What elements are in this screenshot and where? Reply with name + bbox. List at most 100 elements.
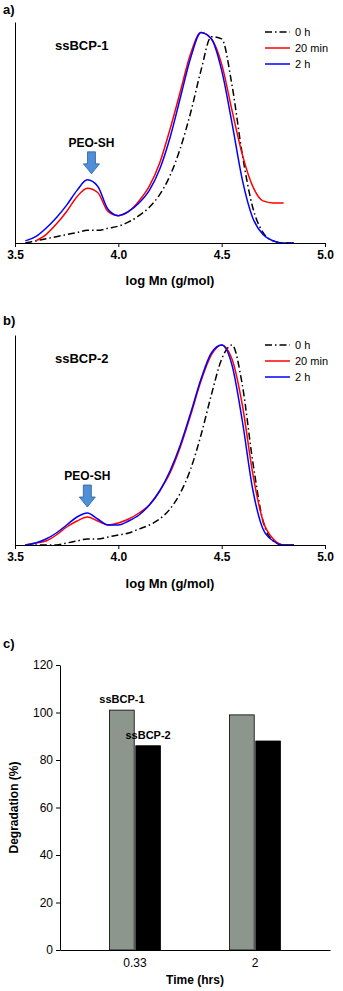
y-tick: 80 bbox=[40, 753, 60, 767]
y-tick-label: 80 bbox=[40, 753, 54, 767]
series-line bbox=[36, 33, 284, 241]
y-axis-line bbox=[60, 666, 61, 951]
legend-swatch bbox=[265, 47, 290, 49]
x-tick-label: 4.0 bbox=[110, 550, 127, 564]
legend-label: 20 min bbox=[295, 42, 328, 54]
annotation: PEO-SH bbox=[64, 469, 110, 507]
x-tick-mark bbox=[222, 243, 223, 247]
y-tick: 60 bbox=[40, 801, 60, 815]
y-tick-label: 40 bbox=[40, 848, 54, 862]
y-tick: 120 bbox=[33, 658, 60, 672]
chart-title: ssBCP-1 bbox=[55, 38, 108, 53]
x-tick-label: 5.0 bbox=[317, 550, 334, 564]
y-axis bbox=[15, 336, 16, 546]
y-axis-line bbox=[15, 23, 16, 244]
annotation-arrow bbox=[83, 152, 99, 174]
x-tick-mark bbox=[325, 243, 326, 247]
y-tick-mark bbox=[56, 665, 60, 666]
x-tick-label: 3.5 bbox=[7, 248, 24, 262]
plot-area bbox=[25, 345, 294, 545]
x-tick-mark bbox=[222, 545, 223, 549]
y-tick: 40 bbox=[40, 848, 60, 862]
series-line bbox=[25, 345, 294, 545]
legend-label: 2 h bbox=[295, 371, 310, 383]
bar bbox=[136, 746, 161, 950]
x-axis-title: log Mn (g/mol) bbox=[126, 576, 215, 591]
x-tick: 4.0 bbox=[110, 545, 127, 564]
y-axis: 0 20 40 60 80 100 120 bbox=[33, 658, 61, 957]
legend-swatch bbox=[265, 376, 290, 378]
bar bbox=[110, 710, 135, 950]
x-tick-label: 3.5 bbox=[7, 550, 24, 564]
y-tick-mark bbox=[56, 855, 60, 856]
x-tick-mark bbox=[118, 243, 119, 247]
y-tick-label: 120 bbox=[33, 658, 53, 672]
annotation-arrow bbox=[79, 485, 95, 507]
x-tick: 0.33 bbox=[123, 950, 147, 970]
x-axis-line bbox=[16, 244, 326, 248]
y-tick-label: 100 bbox=[33, 706, 53, 720]
legend-swatch bbox=[265, 360, 290, 362]
series-line bbox=[25, 345, 294, 545]
x-axis-title: Time (hrs) bbox=[166, 973, 224, 987]
x-tick-label: 4.5 bbox=[214, 248, 231, 262]
series-label: ssBCP-2 bbox=[125, 729, 170, 741]
y-tick-label: 20 bbox=[40, 896, 54, 910]
x-axis: 3.5 4.0 4.5 5.0 bbox=[7, 243, 334, 262]
panel-label: b) bbox=[3, 313, 15, 328]
series-line bbox=[25, 33, 294, 243]
y-tick: 100 bbox=[33, 706, 60, 720]
legend-label: 0 h bbox=[295, 339, 310, 351]
legend-label: 20 min bbox=[295, 355, 328, 367]
legend-swatch bbox=[265, 344, 290, 346]
x-axis: 3.5 4.0 4.5 5.0 bbox=[7, 545, 334, 564]
y-tick-mark bbox=[56, 808, 60, 809]
series-label: ssBCP-1 bbox=[99, 693, 144, 705]
legend-swatch bbox=[265, 31, 290, 33]
y-axis-title: Degradation (%) bbox=[7, 761, 21, 853]
y-tick-mark bbox=[56, 760, 60, 761]
x-tick-label: 4.5 bbox=[214, 550, 231, 564]
x-tick: 3.5 bbox=[7, 243, 24, 262]
plot-area bbox=[110, 710, 281, 950]
y-axis-line bbox=[15, 336, 16, 546]
y-tick-label: 0 bbox=[46, 943, 53, 957]
legend-label: 0 h bbox=[295, 26, 310, 38]
y-tick: 0 bbox=[46, 943, 60, 957]
x-tick: 4.5 bbox=[214, 243, 231, 262]
x-tick: 2 bbox=[252, 950, 259, 970]
x-tick-label: 0.33 bbox=[123, 956, 147, 970]
legend: 0 h 20 min 2 h bbox=[265, 339, 328, 383]
legend: 0 h 20 min 2 h bbox=[265, 26, 328, 70]
x-tick-mark bbox=[15, 243, 16, 247]
bar bbox=[256, 741, 281, 950]
panel-label: c) bbox=[3, 636, 15, 651]
x-tick-label: 2 bbox=[252, 956, 259, 970]
x-tick: 3.5 bbox=[7, 545, 24, 564]
y-tick-mark bbox=[56, 950, 60, 951]
x-axis-title: log Mn (g/mol) bbox=[126, 273, 215, 288]
x-tick-label: 4.0 bbox=[110, 248, 127, 262]
x-tick: 4.0 bbox=[110, 243, 127, 262]
legend-label: 2 h bbox=[295, 58, 310, 70]
x-axis-line bbox=[16, 546, 326, 550]
x-tick-label: 5.0 bbox=[317, 248, 334, 262]
chart-title: ssBCP-2 bbox=[55, 351, 108, 366]
y-tick-mark bbox=[56, 903, 60, 904]
y-axis bbox=[15, 23, 16, 244]
annotation-text: PEO-SH bbox=[64, 469, 110, 483]
x-tick: 4.5 bbox=[214, 545, 231, 564]
series-line bbox=[25, 345, 294, 545]
y-tick-mark bbox=[56, 713, 60, 714]
panel-label: a) bbox=[3, 2, 15, 17]
y-tick-label: 60 bbox=[40, 801, 54, 815]
annotation-text: PEO-SH bbox=[68, 136, 114, 150]
bar bbox=[230, 715, 255, 950]
x-axis-line bbox=[61, 950, 331, 951]
legend-swatch bbox=[265, 63, 290, 65]
x-tick-mark bbox=[118, 545, 119, 549]
x-tick: 5.0 bbox=[317, 243, 334, 262]
annotation: PEO-SH bbox=[68, 136, 114, 174]
figure: a) 3.5 4.0 4.5 5.0 log Mn (g/mol) ssBCP-1 PEO-S… bbox=[0, 0, 343, 991]
y-tick: 20 bbox=[40, 896, 60, 910]
